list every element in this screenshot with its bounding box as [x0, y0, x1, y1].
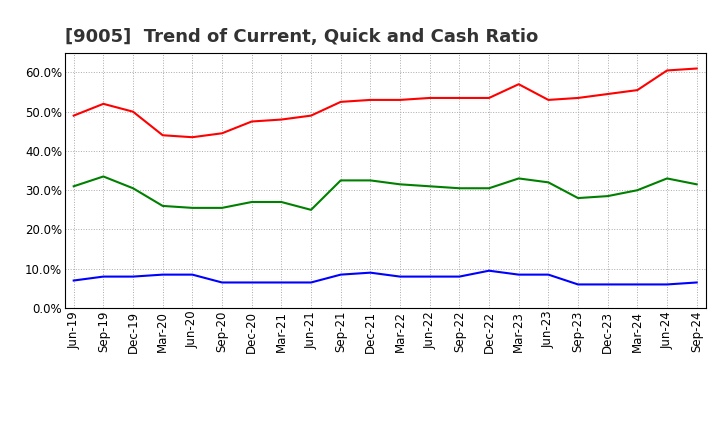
Current Ratio — [277, 117, 286, 122]
Quick Ratio — [603, 194, 612, 199]
Cash Ratio — [217, 280, 226, 285]
Quick Ratio — [366, 178, 374, 183]
Cash Ratio — [514, 272, 523, 277]
Quick Ratio — [217, 205, 226, 210]
Cash Ratio — [69, 278, 78, 283]
Current Ratio — [603, 92, 612, 97]
Cash Ratio — [129, 274, 138, 279]
Quick Ratio — [514, 176, 523, 181]
Cash Ratio — [158, 272, 167, 277]
Quick Ratio — [662, 176, 671, 181]
Line: Cash Ratio: Cash Ratio — [73, 271, 697, 284]
Current Ratio — [426, 95, 434, 101]
Text: [9005]  Trend of Current, Quick and Cash Ratio: [9005] Trend of Current, Quick and Cash … — [65, 28, 538, 46]
Cash Ratio — [99, 274, 108, 279]
Current Ratio — [396, 97, 405, 103]
Cash Ratio — [574, 282, 582, 287]
Quick Ratio — [129, 186, 138, 191]
Cash Ratio — [633, 282, 642, 287]
Current Ratio — [69, 113, 78, 118]
Cash Ratio — [277, 280, 286, 285]
Current Ratio — [693, 66, 701, 71]
Cash Ratio — [603, 282, 612, 287]
Cash Ratio — [188, 272, 197, 277]
Current Ratio — [485, 95, 493, 101]
Cash Ratio — [693, 280, 701, 285]
Quick Ratio — [277, 199, 286, 205]
Current Ratio — [544, 97, 553, 103]
Current Ratio — [336, 99, 345, 105]
Quick Ratio — [544, 180, 553, 185]
Current Ratio — [574, 95, 582, 101]
Current Ratio — [188, 135, 197, 140]
Cash Ratio — [336, 272, 345, 277]
Current Ratio — [633, 88, 642, 93]
Current Ratio — [514, 81, 523, 87]
Current Ratio — [455, 95, 464, 101]
Quick Ratio — [158, 203, 167, 209]
Current Ratio — [366, 97, 374, 103]
Quick Ratio — [69, 183, 78, 189]
Legend: Current Ratio, Quick Ratio, Cash Ratio: Current Ratio, Quick Ratio, Cash Ratio — [167, 434, 603, 440]
Quick Ratio — [426, 183, 434, 189]
Cash Ratio — [307, 280, 315, 285]
Quick Ratio — [99, 174, 108, 179]
Quick Ratio — [336, 178, 345, 183]
Quick Ratio — [455, 186, 464, 191]
Current Ratio — [662, 68, 671, 73]
Cash Ratio — [455, 274, 464, 279]
Cash Ratio — [366, 270, 374, 275]
Quick Ratio — [307, 207, 315, 213]
Cash Ratio — [662, 282, 671, 287]
Line: Quick Ratio: Quick Ratio — [73, 176, 697, 210]
Quick Ratio — [693, 182, 701, 187]
Current Ratio — [99, 101, 108, 106]
Cash Ratio — [426, 274, 434, 279]
Cash Ratio — [396, 274, 405, 279]
Quick Ratio — [396, 182, 405, 187]
Quick Ratio — [633, 187, 642, 193]
Cash Ratio — [544, 272, 553, 277]
Current Ratio — [217, 131, 226, 136]
Current Ratio — [158, 132, 167, 138]
Quick Ratio — [485, 186, 493, 191]
Quick Ratio — [188, 205, 197, 210]
Quick Ratio — [574, 195, 582, 201]
Current Ratio — [129, 109, 138, 114]
Quick Ratio — [248, 199, 256, 205]
Current Ratio — [248, 119, 256, 124]
Line: Current Ratio: Current Ratio — [73, 69, 697, 137]
Cash Ratio — [485, 268, 493, 273]
Cash Ratio — [248, 280, 256, 285]
Current Ratio — [307, 113, 315, 118]
